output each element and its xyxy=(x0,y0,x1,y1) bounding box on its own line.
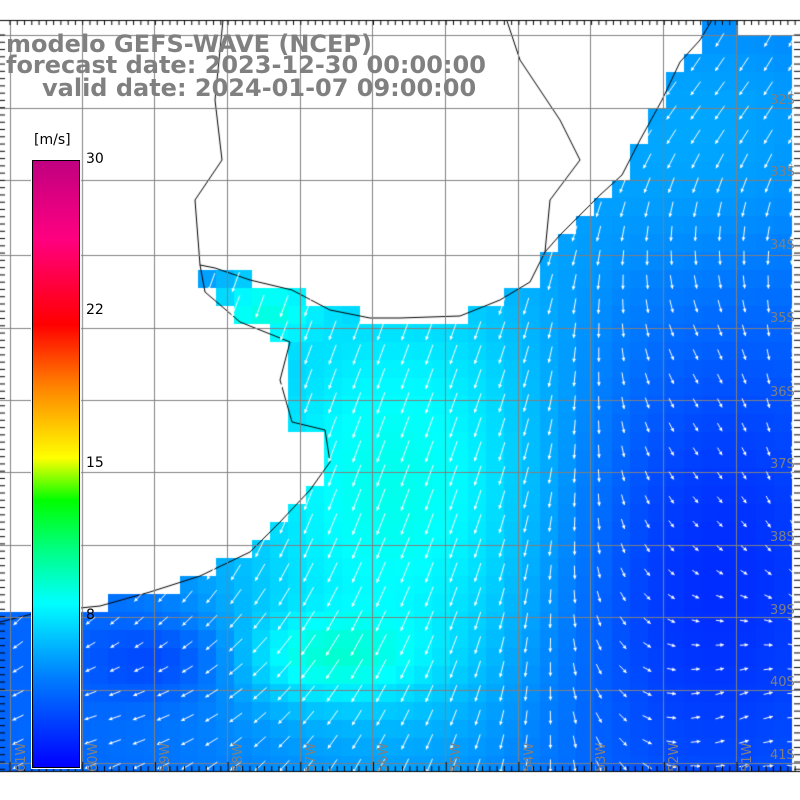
lon-label: 57W xyxy=(304,742,319,772)
lon-label: 60W xyxy=(86,742,101,772)
lat-label: 39S xyxy=(770,603,795,618)
lon-label: 51W xyxy=(740,742,755,772)
lon-label: 55W xyxy=(449,742,464,772)
lon-label: 54W xyxy=(522,742,537,772)
lon-label: 61W xyxy=(14,742,29,772)
lat-label: 41S xyxy=(770,748,795,763)
lat-label: 33S xyxy=(770,165,795,180)
lat-label: 32S xyxy=(770,93,795,108)
lat-label: 34S xyxy=(770,238,795,253)
colorbar-tick: 22 xyxy=(86,302,104,318)
colorbar-tick: 8 xyxy=(86,607,95,623)
colorbar-tick: 15 xyxy=(86,455,104,471)
model-title: modelo GEFS-WAVE (NCEP) xyxy=(6,30,372,58)
colorbar xyxy=(31,159,81,769)
lon-label: 56W xyxy=(376,742,391,772)
lat-label: 37S xyxy=(770,457,795,472)
valid-date: valid date: 2024-01-07 09:00:00 xyxy=(42,74,477,102)
lon-label: 53W xyxy=(594,742,609,772)
lat-label: 38S xyxy=(770,530,795,545)
lat-label: 35S xyxy=(770,311,795,326)
lat-label: 36S xyxy=(770,385,795,400)
forecast-date: forecast date: 2023-12-30 00:00:00 xyxy=(6,51,486,79)
colorbar-units: [m/s] xyxy=(34,132,71,148)
lon-label: 59W xyxy=(158,742,173,772)
lon-label: 58W xyxy=(231,742,246,772)
colorbar-tick: 30 xyxy=(86,151,104,167)
lon-label: 52W xyxy=(667,742,682,772)
lat-label: 40S xyxy=(770,675,795,690)
